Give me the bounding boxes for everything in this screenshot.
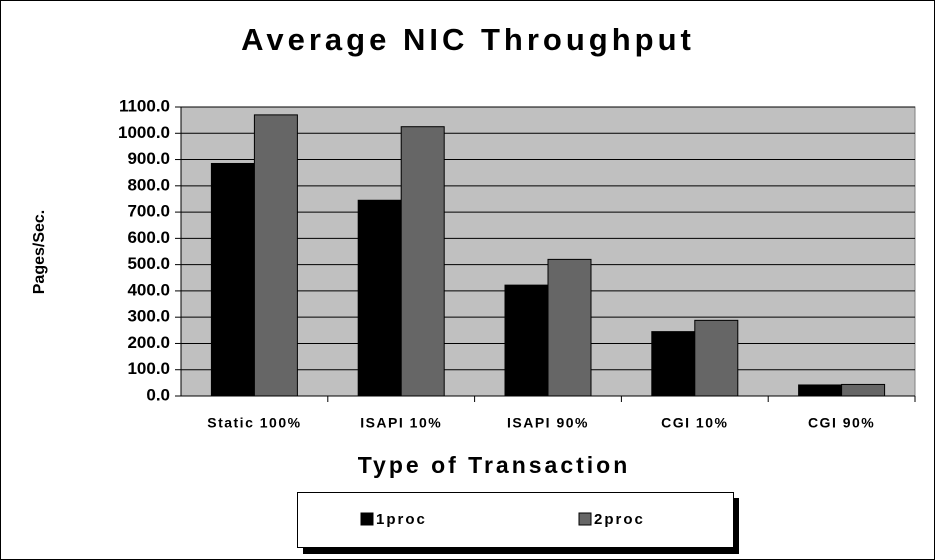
y-tick-label: 900.0 (127, 149, 170, 168)
bar (253, 114, 298, 397)
y-tick-label: 100.0 (127, 359, 170, 378)
y-tick-label: 200.0 (127, 333, 170, 352)
legend-swatch (578, 512, 592, 526)
bar (210, 162, 255, 397)
x-tick-label: ISAPI 90% (507, 415, 589, 431)
y-tick-label: 800.0 (127, 175, 170, 194)
bar (841, 383, 886, 397)
bar (694, 319, 739, 397)
y-tick-label: 700.0 (127, 202, 170, 221)
y-tick-label: 300.0 (127, 307, 170, 326)
legend-label: 1proc (376, 511, 427, 528)
y-tick-label: 400.0 (127, 280, 170, 299)
bar (400, 126, 445, 397)
y-tick-label: 500.0 (127, 254, 170, 273)
legend-swatch (360, 512, 374, 526)
bar (651, 331, 696, 397)
y-tick-label: 600.0 (127, 228, 170, 247)
legend-label: 2proc (594, 511, 645, 528)
x-axis-label: Type of Transaction (358, 452, 631, 478)
bar (547, 258, 592, 397)
y-tick-label: 0.0 (146, 385, 170, 404)
chart-title: Average NIC Throughput (241, 22, 695, 57)
x-tick-label: Static 100% (207, 415, 301, 431)
bar (504, 284, 549, 397)
y-axis-label: Pages/Sec. (31, 210, 48, 295)
x-tick-label: CGI 90% (808, 415, 875, 431)
bar (798, 384, 843, 397)
x-tick-label: ISAPI 10% (360, 415, 442, 431)
bar (357, 199, 402, 397)
y-tick-label: 1000.0 (118, 123, 170, 142)
y-tick-label: 1100.0 (119, 96, 170, 115)
x-tick-label: CGI 10% (661, 415, 728, 431)
